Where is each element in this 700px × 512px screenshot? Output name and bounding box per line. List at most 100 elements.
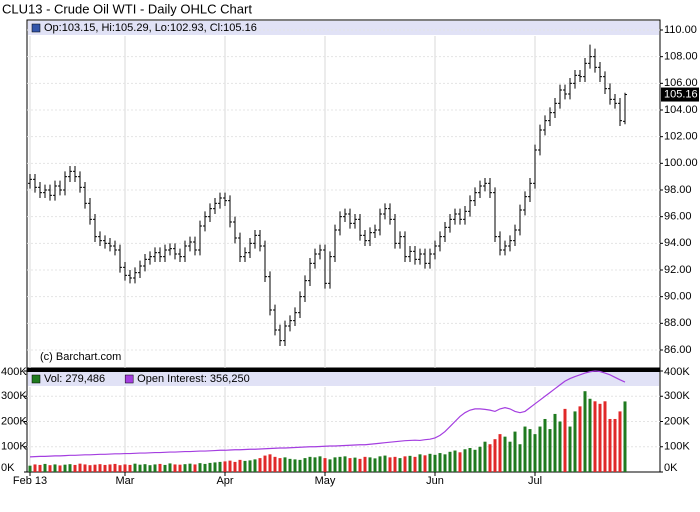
panel-separator (27, 369, 660, 372)
volume-bar (363, 456, 367, 472)
volume-bar (458, 452, 462, 472)
volume-bar (523, 426, 527, 472)
volume-bar (123, 464, 127, 472)
volume-bar (348, 458, 352, 472)
y-tick-label: 110.00 (664, 24, 697, 36)
volume-bar (213, 462, 217, 472)
volume-bar (473, 449, 477, 472)
volume-bar (208, 462, 212, 472)
volume-bar (468, 448, 472, 472)
volume-bar (603, 401, 607, 472)
volume-bar (133, 463, 137, 472)
y-tick-label: 88.00 (664, 317, 692, 329)
y-tick-label: 0K (1, 462, 15, 474)
volume-bar (398, 458, 402, 472)
volume-bar (423, 455, 427, 472)
volume-bar (513, 431, 517, 472)
price-legend-strip (28, 21, 659, 35)
volume-bar (498, 434, 502, 472)
volume-bar (58, 465, 62, 472)
volume-bar (438, 453, 442, 472)
volume-bar (343, 456, 347, 472)
volume-bar (223, 461, 227, 472)
watermark: (c) Barchart.com (40, 351, 121, 363)
volume-bar (268, 454, 272, 472)
volume-bar (83, 464, 87, 472)
volume-bar (448, 451, 452, 472)
volume-bar (488, 444, 492, 472)
x-tick-label: Jun (426, 475, 444, 487)
y2-tick-label: 0K (664, 462, 678, 474)
volume-bar (278, 458, 282, 472)
volume-bar (188, 463, 192, 472)
volume-bar (573, 411, 577, 472)
chart-title: CLU13 - Crude Oil WTI - Daily OHLC Chart (2, 1, 252, 16)
volume-bar (238, 459, 242, 472)
volume-bar (48, 465, 52, 472)
volume-bar (563, 408, 567, 472)
volume-bar (538, 426, 542, 472)
volume-bar (173, 464, 177, 472)
legend-swatch (31, 374, 41, 384)
x-tick-label: May (315, 475, 336, 487)
y2-tick-label: 200K (664, 415, 690, 427)
volume-bar (428, 453, 432, 472)
volume-bar (413, 456, 417, 472)
volume-bar (143, 464, 147, 472)
last-price-label: 105.16 (664, 88, 698, 100)
volume-bar (588, 398, 592, 472)
volume-bar (493, 439, 497, 472)
legend-label: Vol: 279,486 (44, 373, 105, 385)
volume-bar (248, 460, 252, 472)
y-tick-label: 200K (1, 415, 27, 427)
y-tick-label: 100.00 (664, 157, 698, 169)
legend-swatch (31, 23, 41, 33)
volume-bar (543, 418, 547, 472)
volume-bar (78, 463, 82, 472)
volume-bar (353, 457, 357, 472)
volume-bar (98, 464, 102, 472)
volume-bar (138, 464, 142, 472)
volume-bar (193, 464, 197, 472)
volume-bar (273, 456, 277, 472)
y-tick-label: 98.00 (664, 184, 692, 196)
volume-bar (88, 465, 92, 472)
y-tick-label: 96.00 (664, 211, 692, 223)
volume-bar (168, 463, 172, 472)
volume-bar (303, 458, 307, 472)
volume-bar (218, 461, 222, 472)
volume-bar (518, 444, 522, 472)
volume-bar (163, 464, 167, 472)
volume-bar (103, 464, 107, 472)
volume-bar (443, 454, 447, 472)
volume-bar (558, 421, 562, 472)
volume-bar (408, 455, 412, 472)
volume-bar (233, 461, 237, 472)
volume-bar (108, 464, 112, 472)
volume-bar (338, 456, 342, 472)
volume-bar (548, 429, 552, 472)
y-tick-label: 94.00 (664, 237, 692, 249)
open-interest-line (29, 370, 626, 458)
legend-swatch (124, 374, 134, 384)
volume-bar (613, 418, 617, 472)
volume-bar (158, 463, 162, 472)
volume-bar (28, 465, 32, 472)
volume-bar (178, 464, 182, 472)
volume-bar (298, 459, 302, 472)
volume-bar (373, 458, 377, 472)
volume-bar (593, 401, 597, 472)
volume-bar (228, 460, 232, 472)
y-tick-label: 102.00 (664, 131, 698, 143)
volume-bar (418, 454, 422, 472)
y-tick-label: 90.00 (664, 291, 692, 303)
volume-bar (293, 459, 297, 472)
price-panel (26, 19, 661, 369)
x-tick-label: Mar (116, 475, 135, 487)
volume-bar (313, 457, 317, 472)
volume-bar (33, 464, 37, 472)
volume-bar (113, 463, 117, 472)
volume-bar (463, 449, 467, 472)
volume-bar (368, 457, 372, 472)
volume-bar (288, 458, 292, 472)
